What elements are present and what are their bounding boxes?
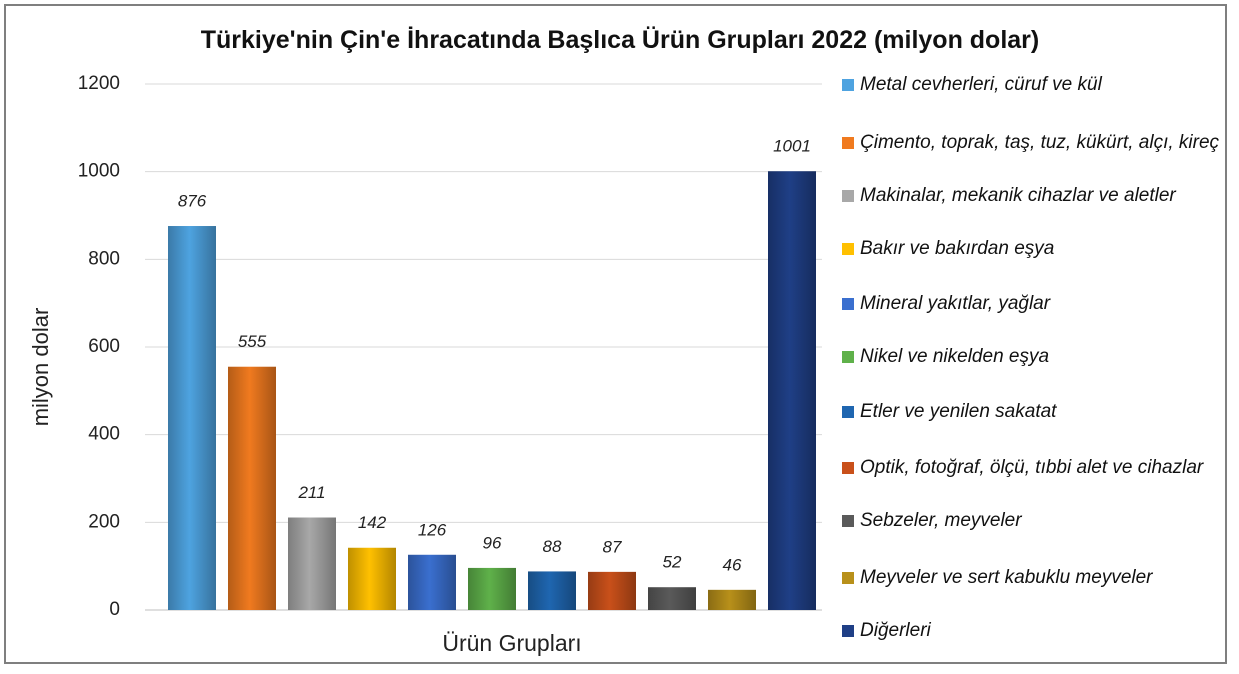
bar [648, 587, 696, 610]
legend-entry: Etler ve yenilen sakatat [838, 399, 1228, 425]
legend-swatch [842, 625, 854, 637]
bar [708, 589, 756, 610]
legend-label: Makinalar, mekanik cihazlar ve aletler [860, 185, 1176, 206]
bar [168, 226, 216, 610]
value-label: 96 [483, 533, 502, 552]
legend-entry: Bakır ve bakırdan eşya [838, 236, 1228, 262]
bar [408, 554, 456, 610]
y-tick-label: 0 [109, 599, 120, 620]
legend-entry: Meyveler ve sert kabuklu meyveler [838, 565, 1228, 591]
legend-swatch [842, 572, 854, 584]
legend-label: Etler ve yenilen sakatat [860, 401, 1057, 422]
legend-swatch [842, 462, 854, 474]
value-label: 555 [238, 332, 267, 351]
bar [468, 567, 516, 610]
legend-swatch [842, 515, 854, 527]
value-label: 211 [297, 483, 325, 502]
value-label: 142 [358, 513, 387, 532]
legend-swatch [842, 351, 854, 363]
value-label: 46 [723, 555, 742, 574]
bar [528, 571, 576, 610]
legend-label: Nikel ve nikelden eşya [860, 346, 1050, 367]
chart-frame [4, 4, 1227, 664]
legend-entry: Optik, fotoğraf, ölçü, tıbbi alet ve cih… [838, 455, 1228, 481]
legend-swatch [842, 79, 854, 91]
y-tick-label: 200 [88, 511, 120, 532]
value-label: 126 [418, 520, 447, 539]
legend-entry: Metal cevherleri, cüruf ve kül [838, 72, 1228, 98]
legend-swatch [842, 190, 854, 202]
value-label: 87 [603, 537, 622, 556]
legend-entry: Nikel ve nikelden eşya [838, 344, 1228, 370]
legend-entry: Diğerleri [838, 618, 1228, 644]
legend-swatch [842, 137, 854, 149]
legend-entry: Sebzeler, meyveler [838, 508, 1228, 534]
bar [588, 571, 636, 610]
y-tick-label: 1000 [78, 161, 120, 182]
value-label: 52 [663, 553, 682, 572]
legend-swatch [842, 243, 854, 255]
bar [348, 547, 396, 610]
legend-swatch [842, 406, 854, 418]
legend-swatch [842, 298, 854, 310]
y-tick-label: 600 [88, 336, 120, 357]
legend-label: Meyveler ve sert kabuklu meyveler [860, 567, 1153, 588]
value-label: 876 [178, 192, 207, 211]
y-tick-label: 400 [88, 424, 120, 445]
chart-title: Türkiye'nin Çin'e İhracatında Başlıca Ür… [200, 26, 1040, 54]
legend-entry: Mineral yakıtlar, yağlar [838, 291, 1228, 317]
legend-label: Optik, fotoğraf, ölçü, tıbbi alet ve cih… [860, 457, 1204, 478]
legend-entry: Çimento, toprak, taş, tuz, kükürt, alçı,… [838, 130, 1228, 156]
value-label: 88 [543, 537, 562, 556]
legend-entry: Makinalar, mekanik cihazlar ve aletler [838, 183, 1228, 209]
y-tick-label: 1200 [78, 73, 120, 94]
x-axis-label: Ürün Grupları [442, 630, 581, 656]
legend-label: Mineral yakıtlar, yağlar [860, 293, 1051, 314]
bar [768, 171, 816, 610]
legend-label: Metal cevherleri, cüruf ve kül [860, 74, 1102, 95]
y-axis-label: milyon dolar [28, 308, 53, 427]
legend-label: Çimento, toprak, taş, tuz, kükürt, alçı,… [860, 132, 1220, 153]
value-label: 1001 [773, 137, 811, 156]
legend-label: Sebzeler, meyveler [860, 510, 1022, 531]
bar [228, 366, 276, 610]
y-tick-label: 800 [88, 248, 120, 269]
bar [288, 517, 336, 610]
legend-label: Bakır ve bakırdan eşya [860, 238, 1055, 259]
legend-label: Diğerleri [860, 620, 931, 641]
